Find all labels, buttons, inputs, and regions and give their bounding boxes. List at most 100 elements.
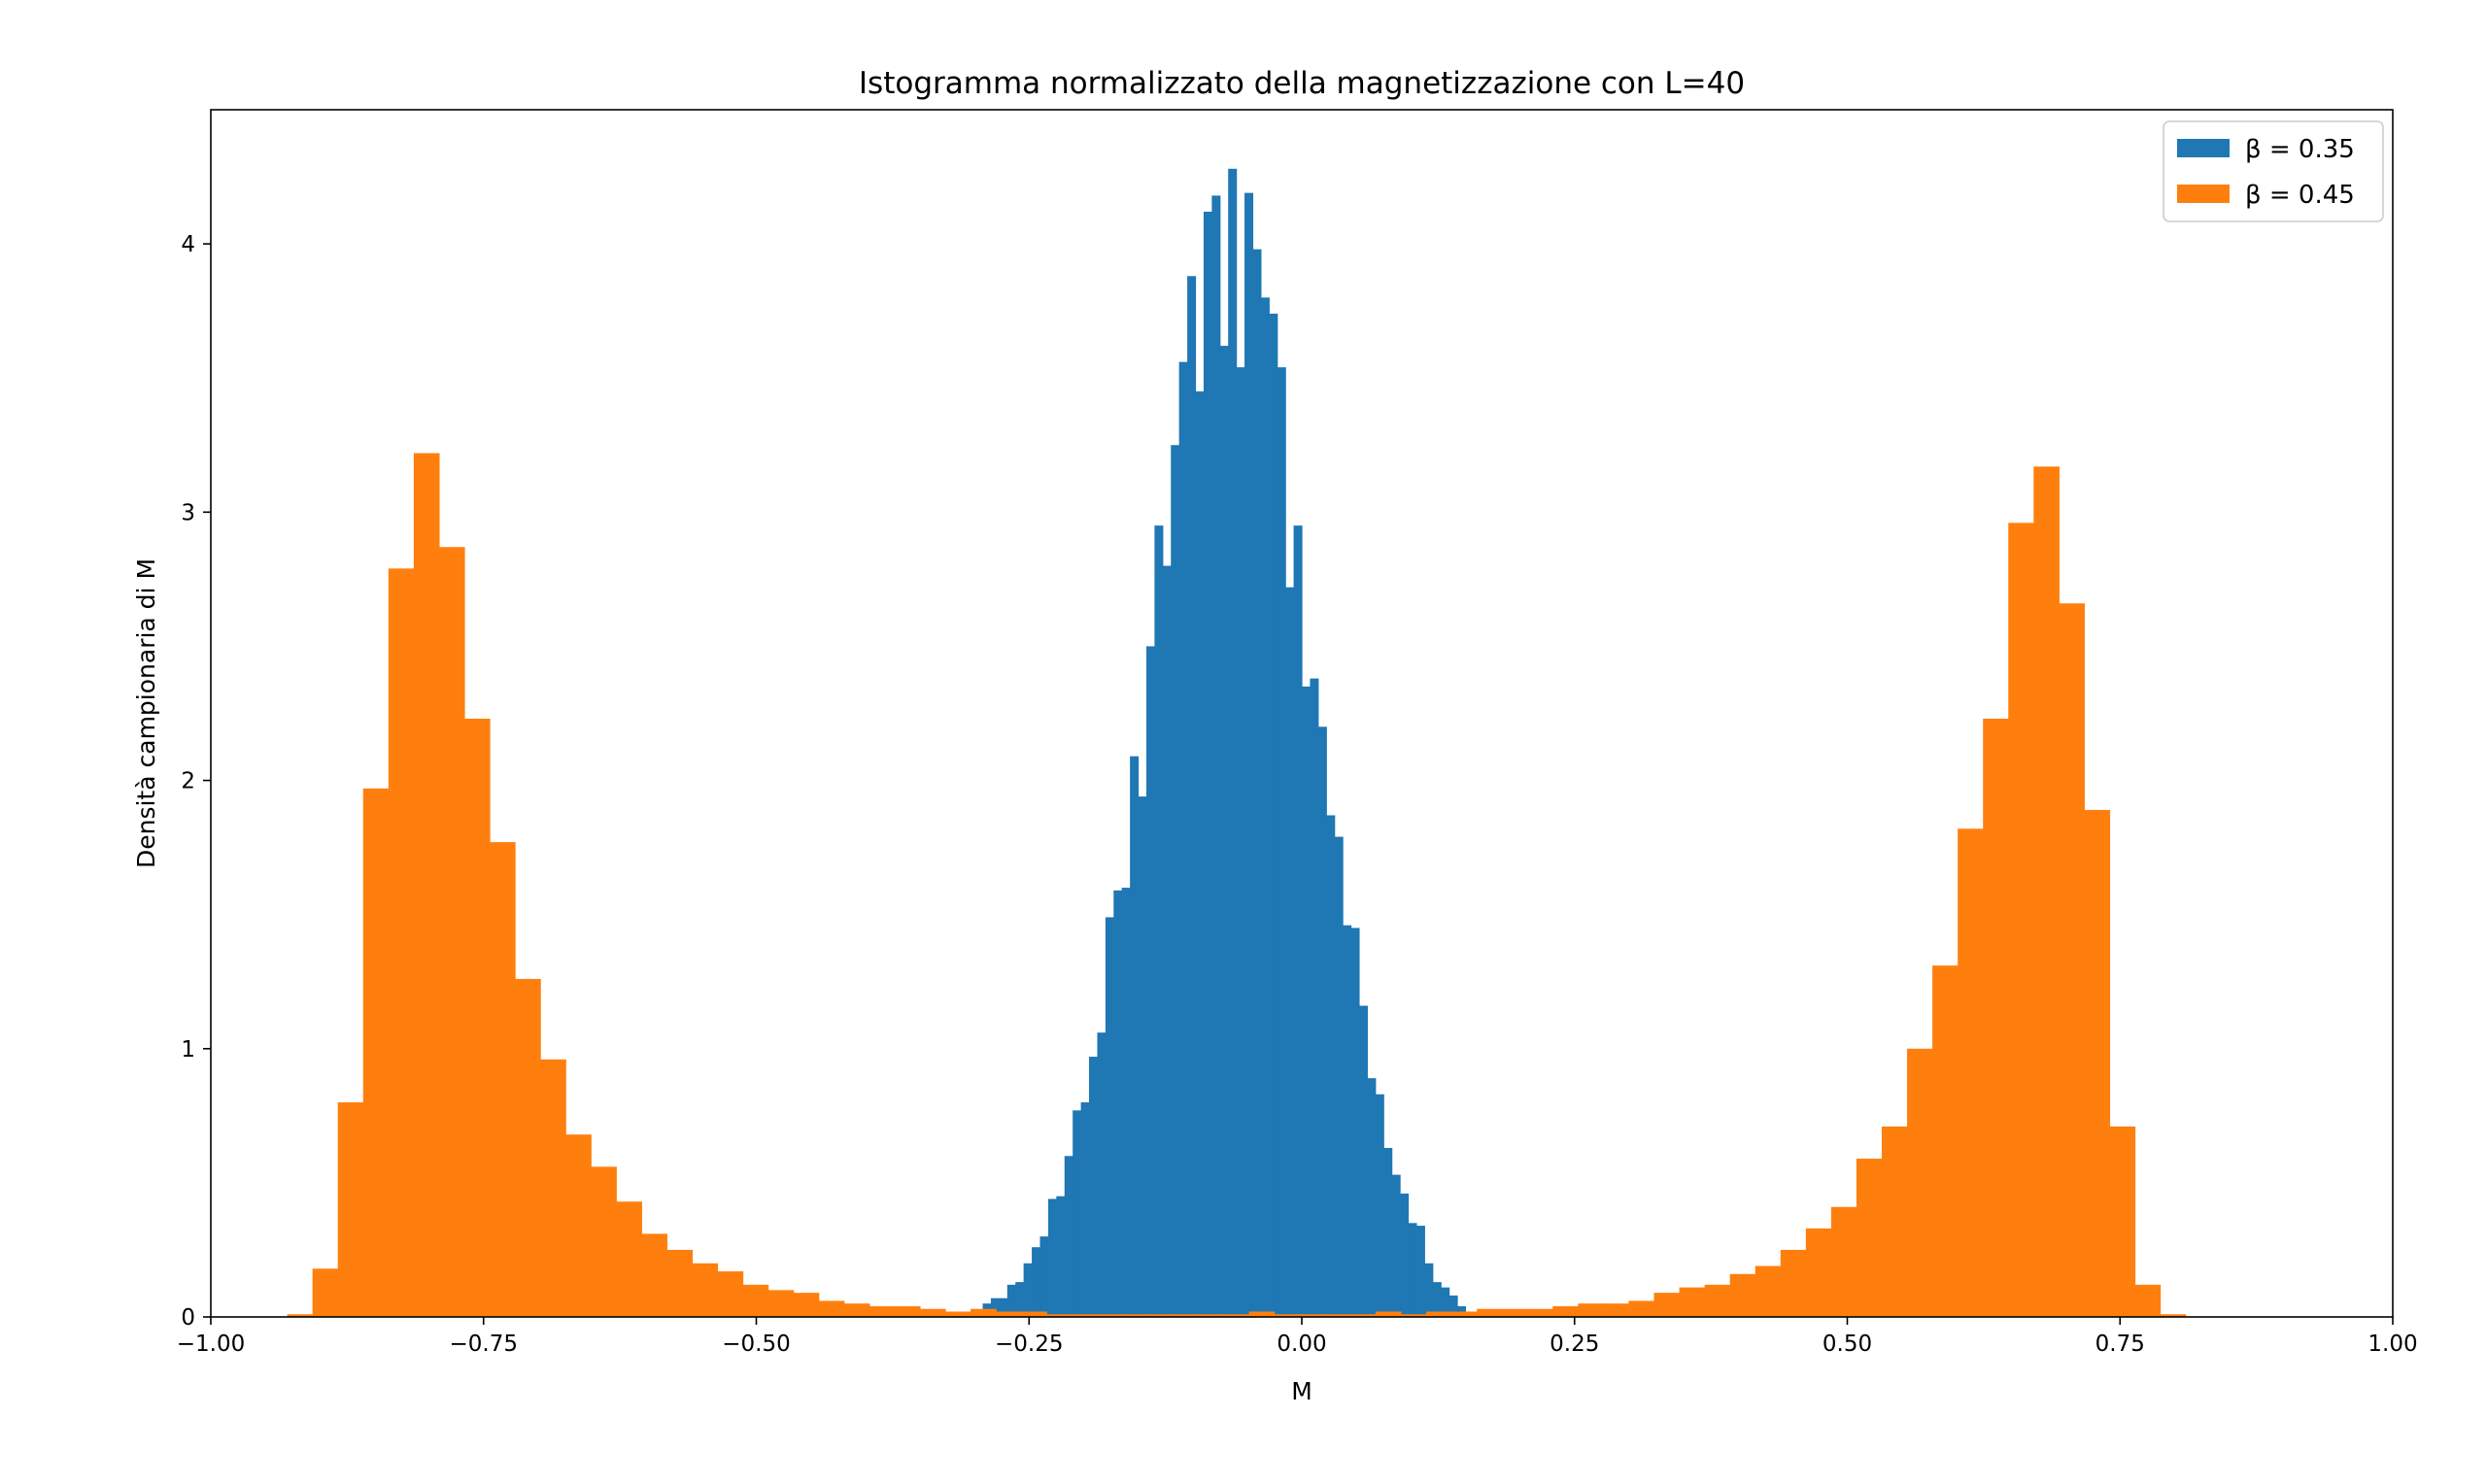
histogram-bar xyxy=(1415,1226,1425,1317)
histogram-bar xyxy=(1424,1263,1434,1317)
x-tick-label: −0.50 xyxy=(722,1332,790,1357)
histogram-bar xyxy=(1704,1284,1731,1317)
x-tick-label: 1.00 xyxy=(2368,1332,2417,1357)
series-layer xyxy=(287,168,2187,1318)
histogram-bar xyxy=(1178,361,1188,1317)
histogram-bar xyxy=(1302,686,1312,1317)
histogram-bar xyxy=(1145,646,1155,1317)
histogram-bar xyxy=(1375,1094,1384,1317)
histogram-bar xyxy=(869,1305,896,1317)
histogram-bar xyxy=(1603,1303,1630,1317)
histogram-bar xyxy=(1383,1147,1393,1317)
histogram-bar xyxy=(1171,445,1180,1317)
histogram-bar xyxy=(1147,1314,1175,1317)
histogram-bar xyxy=(2033,466,2060,1317)
histogram-bar xyxy=(1400,1193,1410,1317)
histogram-bar xyxy=(1293,525,1303,1317)
histogram-bar xyxy=(312,1268,339,1317)
histogram-bar xyxy=(1400,1314,1427,1317)
histogram-bar xyxy=(1299,1314,1326,1317)
histogram-bar xyxy=(1277,367,1286,1317)
histogram-bar xyxy=(1310,678,1319,1317)
series-beta-1 xyxy=(287,453,2187,1317)
histogram-bar xyxy=(1805,1228,1832,1317)
histogram-bar xyxy=(1162,565,1172,1317)
histogram-bar xyxy=(1138,796,1147,1317)
x-tick-label: 0.25 xyxy=(1550,1332,1599,1357)
y-axis: 0 1 2 3 4 xyxy=(181,232,211,1331)
histogram-bar xyxy=(1097,1314,1123,1317)
histogram-bar xyxy=(388,568,415,1317)
histogram-bar xyxy=(717,1271,744,1317)
histogram-bar xyxy=(1983,719,2009,1317)
histogram-bar xyxy=(742,1284,769,1317)
histogram-bar xyxy=(1358,1005,1368,1317)
histogram-bar xyxy=(1056,1196,1066,1317)
histogram-bar xyxy=(919,1308,946,1317)
legend: β = 0.35 β = 0.45 xyxy=(2163,120,2384,222)
histogram-bar xyxy=(1269,313,1278,1318)
histogram-bar xyxy=(793,1293,820,1317)
histogram-bar xyxy=(565,1134,592,1317)
histogram-bar xyxy=(1223,1314,1250,1317)
histogram-bar xyxy=(1121,888,1131,1317)
histogram-bar xyxy=(1578,1303,1604,1317)
histogram-bar xyxy=(1228,168,1238,1317)
histogram-bar xyxy=(1907,1048,1933,1317)
y-tick-label: 2 xyxy=(181,769,195,794)
histogram-bar xyxy=(1448,1295,1458,1317)
histogram-bar xyxy=(2059,603,2086,1317)
histogram-bar xyxy=(1211,195,1221,1317)
y-tick-label: 0 xyxy=(181,1305,195,1331)
histogram-bar xyxy=(945,1311,971,1317)
histogram-bar xyxy=(1187,276,1197,1317)
histogram-bar xyxy=(438,547,465,1317)
histogram-bar xyxy=(1326,815,1336,1317)
histogram-bar xyxy=(1198,1314,1225,1317)
histogram-bar xyxy=(2008,523,2034,1317)
x-axis: −1.00 −0.75 −0.50 −0.25 0.00 0.25 0.50 0.75 1.00 xyxy=(177,1317,2418,1357)
histogram-bar xyxy=(1285,587,1295,1317)
histogram-bar xyxy=(1244,192,1254,1317)
histogram-bar xyxy=(1755,1265,1782,1317)
histogram-bar xyxy=(2134,1284,2162,1317)
histogram-bar xyxy=(1653,1293,1681,1317)
histogram-bar xyxy=(894,1305,921,1317)
histogram-bar xyxy=(999,1298,1008,1317)
histogram-bar xyxy=(692,1263,719,1317)
histogram-bar xyxy=(666,1249,694,1317)
histogram-bar xyxy=(1367,1078,1377,1317)
histogram-bar xyxy=(591,1166,617,1317)
histogram-bar xyxy=(490,842,516,1317)
y-tick-label: 3 xyxy=(181,500,195,525)
histogram-bar xyxy=(1248,1311,1276,1317)
histogram-bar xyxy=(1203,211,1212,1318)
histogram-bar xyxy=(1729,1273,1756,1317)
histogram-bar xyxy=(641,1233,668,1317)
histogram-bar xyxy=(1113,890,1123,1317)
histogram-bar xyxy=(1552,1305,1579,1317)
histogram-bar xyxy=(2109,1126,2136,1317)
histogram-bar xyxy=(362,788,390,1317)
y-tick-label: 1 xyxy=(181,1037,195,1062)
histogram-bar xyxy=(1073,1110,1082,1317)
histogram-bar xyxy=(515,978,541,1317)
x-tick-label: 0.00 xyxy=(1277,1332,1326,1357)
x-tick-label: 0.75 xyxy=(2095,1332,2145,1357)
histogram-bar xyxy=(1343,925,1352,1317)
histogram-bar xyxy=(337,1102,364,1317)
x-tick-label: −1.00 xyxy=(177,1332,245,1357)
histogram-bar xyxy=(616,1201,642,1317)
histogram-bar xyxy=(1391,1174,1401,1317)
histogram-bar xyxy=(1039,1236,1049,1317)
histogram-bar xyxy=(1932,965,1959,1317)
histogram-bar xyxy=(1130,756,1140,1317)
histogram-bar xyxy=(1958,828,1984,1317)
legend-swatch-beta-045 xyxy=(2177,185,2230,203)
histogram-bar xyxy=(1089,1057,1099,1317)
histogram-bar xyxy=(2084,809,2111,1317)
histogram-bar xyxy=(1023,1263,1033,1317)
histogram-bar xyxy=(1350,928,1360,1317)
legend-swatch-beta-035 xyxy=(2177,139,2230,157)
